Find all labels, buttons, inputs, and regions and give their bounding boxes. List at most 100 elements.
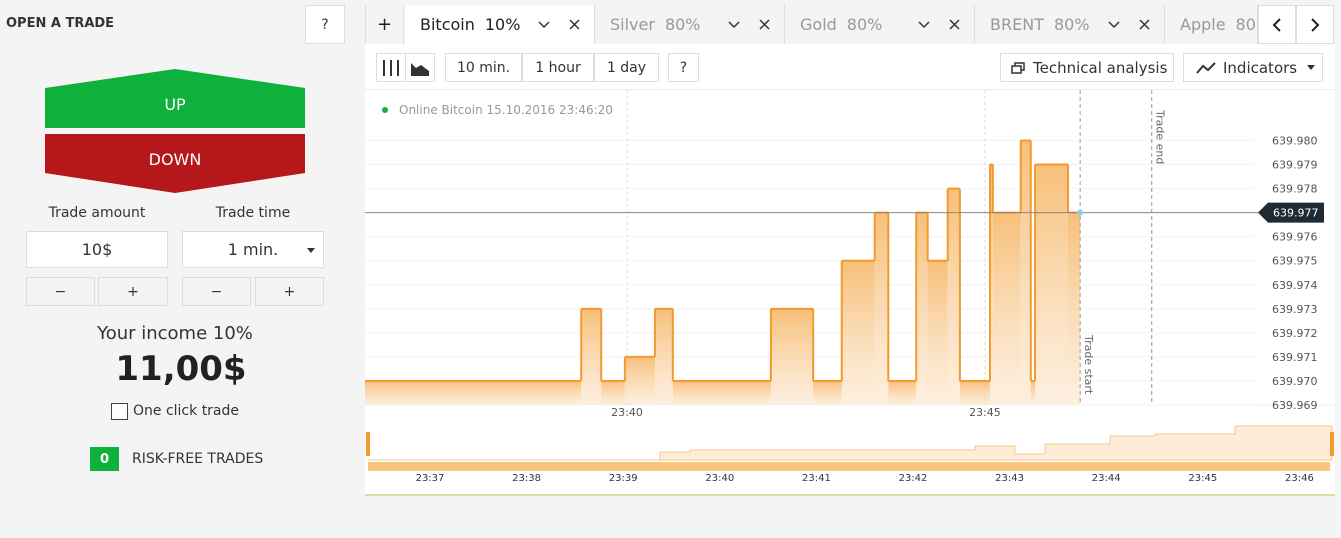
area-step [624, 356, 655, 405]
indicators-caret [1307, 65, 1316, 70]
indicators-button[interactable]: Indicators [1183, 53, 1323, 82]
area-step [365, 380, 582, 405]
tab[interactable]: Gold 80% [785, 5, 975, 44]
area-step [654, 308, 673, 405]
one-click-label: One click trade [133, 403, 240, 419]
navigator-tick-label: 23:39 [609, 473, 638, 484]
tab-payout: 10% [484, 15, 521, 34]
x-tick-label: 23:40 [611, 406, 643, 419]
tab[interactable]: Apple 80% [1165, 5, 1258, 44]
up-button[interactable] [45, 69, 305, 128]
technical-icon [1011, 61, 1025, 74]
one-click-checkbox[interactable] [111, 403, 128, 420]
period-button[interactable]: 1 day [594, 53, 659, 82]
y-tick-label: 639.969 [1272, 399, 1318, 412]
tab-payout: 80% [664, 15, 701, 34]
navigator-tick-label: 23:45 [1188, 473, 1217, 484]
area-step [1020, 140, 1031, 405]
tab-name: Gold [800, 15, 837, 34]
tab-close [1139, 19, 1150, 30]
indicators-label: Indicators [1223, 58, 1298, 77]
tab[interactable]: Silver 80% [595, 5, 785, 44]
candles-button[interactable] [376, 53, 406, 82]
area-step [874, 212, 889, 405]
area-button[interactable] [405, 53, 435, 82]
time-value: 1 min. [227, 240, 279, 259]
area-step [888, 380, 917, 405]
area-step [989, 164, 993, 405]
amount-minus[interactable]: − [26, 277, 95, 306]
area-step [1035, 164, 1068, 405]
area-step [959, 380, 990, 405]
navigator-tick-label: 23:46 [1285, 473, 1314, 484]
time-select[interactable]: 1 min. [182, 231, 324, 268]
candles-icon [383, 59, 399, 76]
navigator-tick-label: 23:41 [802, 473, 831, 484]
indicators-icon [1196, 61, 1216, 74]
down-button[interactable] [45, 134, 305, 193]
down-label: DOWN [149, 150, 202, 169]
tab-name: Bitcoin [420, 15, 475, 34]
tab-controls [538, 19, 580, 30]
technical-button[interactable]: Technical analysis [1000, 53, 1174, 82]
time-plus[interactable]: + [255, 277, 324, 306]
tab-name: Apple [1180, 15, 1226, 34]
tab-payout: 80% [1053, 15, 1090, 34]
period-button[interactable]: 1 hour [522, 53, 594, 82]
tab-caret [728, 21, 740, 29]
time-minus[interactable]: − [182, 277, 251, 306]
add-tab[interactable]: + [365, 5, 404, 44]
area-step [841, 260, 875, 405]
area-step [1067, 212, 1081, 405]
risk-free-label: RISK-FREE TRADES [132, 451, 264, 467]
tab-payout: 80% [846, 15, 883, 34]
tab-prev[interactable] [1258, 5, 1296, 44]
area-icon [411, 62, 429, 76]
up-label: UP [164, 95, 186, 114]
tab-name: BRENT [990, 15, 1044, 34]
toolbar-help[interactable]: ? [668, 53, 699, 82]
area-step [916, 212, 928, 405]
trade-panel: OPEN A TRADE ? UP DOWN Trade amount Trad… [0, 0, 345, 538]
tab[interactable]: BRENT 80% [975, 5, 1165, 44]
y-tick-label: 639.973 [1272, 303, 1318, 316]
area-step [581, 308, 602, 405]
income-value: 11,00$ [115, 349, 247, 389]
tab-caret [1108, 21, 1120, 29]
tab-next[interactable] [1296, 5, 1334, 44]
current-price-tag [1258, 202, 1324, 223]
area-step [601, 380, 625, 405]
navigator-handle[interactable] [366, 432, 370, 456]
direction-buttons: UP DOWN [45, 69, 305, 193]
tab[interactable]: Bitcoin 10% [405, 5, 595, 44]
y-tick-label: 639.974 [1272, 279, 1318, 292]
navigator-area [368, 425, 1333, 461]
chart-status: Online Bitcoin 15.10.2016 23:46:20 [399, 103, 613, 117]
area-step [927, 260, 948, 405]
tab-close [759, 19, 770, 30]
tab-name: Silver [610, 15, 655, 34]
help-button[interactable]: ? [305, 5, 345, 44]
area-step [813, 380, 842, 405]
navigator-bar [368, 462, 1330, 471]
navigator-tick-label: 23:37 [416, 473, 445, 484]
navigator-handle[interactable] [1330, 432, 1334, 456]
y-tick-label: 639.978 [1272, 183, 1318, 196]
tab-close [949, 19, 960, 30]
period-button[interactable]: 10 min. [445, 53, 522, 82]
risk-free-badge: 0 [90, 447, 119, 471]
y-tick-label: 639.975 [1272, 255, 1318, 268]
technical-label: Technical analysis [1033, 58, 1168, 77]
price-chart: 639.969 639.970 639.971 639.972 639.973 639.9… [365, 90, 1335, 496]
tab-controls [918, 19, 960, 30]
navigator-tick-label: 23:38 [512, 473, 541, 484]
tab-controls [728, 19, 770, 30]
x-tick-label: 23:45 [969, 406, 1001, 419]
amount-plus[interactable]: + [98, 277, 168, 306]
y-tick-label: 639.979 [1272, 159, 1318, 172]
trade-end-label: Trade end [1154, 109, 1167, 164]
time-label: Trade time [215, 205, 291, 221]
panel-title: OPEN A TRADE [6, 16, 115, 31]
amount-input[interactable]: 10$ [26, 231, 168, 268]
